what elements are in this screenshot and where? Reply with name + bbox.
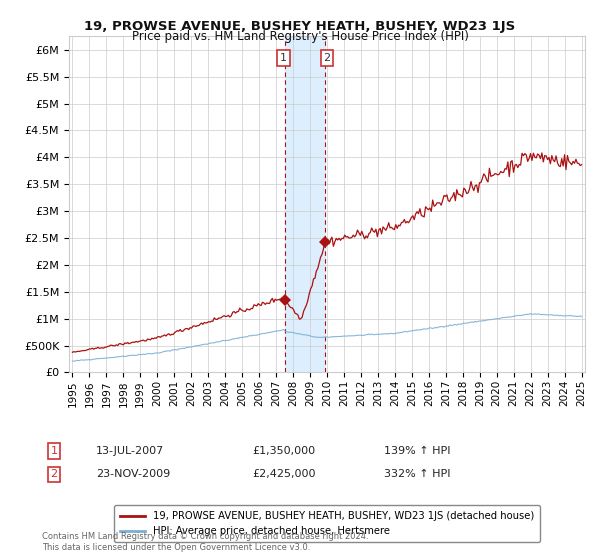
Text: 1: 1 (50, 446, 58, 456)
Text: 332% ↑ HPI: 332% ↑ HPI (384, 469, 451, 479)
Legend: 19, PROWSE AVENUE, BUSHEY HEATH, BUSHEY, WD23 1JS (detached house), HPI: Average: 19, PROWSE AVENUE, BUSHEY HEATH, BUSHEY,… (114, 505, 540, 542)
Text: 19, PROWSE AVENUE, BUSHEY HEATH, BUSHEY, WD23 1JS: 19, PROWSE AVENUE, BUSHEY HEATH, BUSHEY,… (85, 20, 515, 32)
Bar (285, 36, 325, 372)
Text: 23-NOV-2009: 23-NOV-2009 (96, 469, 170, 479)
Text: 13-JUL-2007: 13-JUL-2007 (96, 446, 164, 456)
Text: £2,425,000: £2,425,000 (252, 469, 316, 479)
Text: 2: 2 (323, 53, 331, 63)
Text: 139% ↑ HPI: 139% ↑ HPI (384, 446, 451, 456)
Text: £1,350,000: £1,350,000 (252, 446, 315, 456)
Text: 2: 2 (50, 469, 58, 479)
Text: 1: 1 (280, 53, 287, 63)
Text: Contains HM Land Registry data © Crown copyright and database right 2024.
This d: Contains HM Land Registry data © Crown c… (42, 532, 368, 552)
Text: Price paid vs. HM Land Registry's House Price Index (HPI): Price paid vs. HM Land Registry's House … (131, 30, 469, 43)
